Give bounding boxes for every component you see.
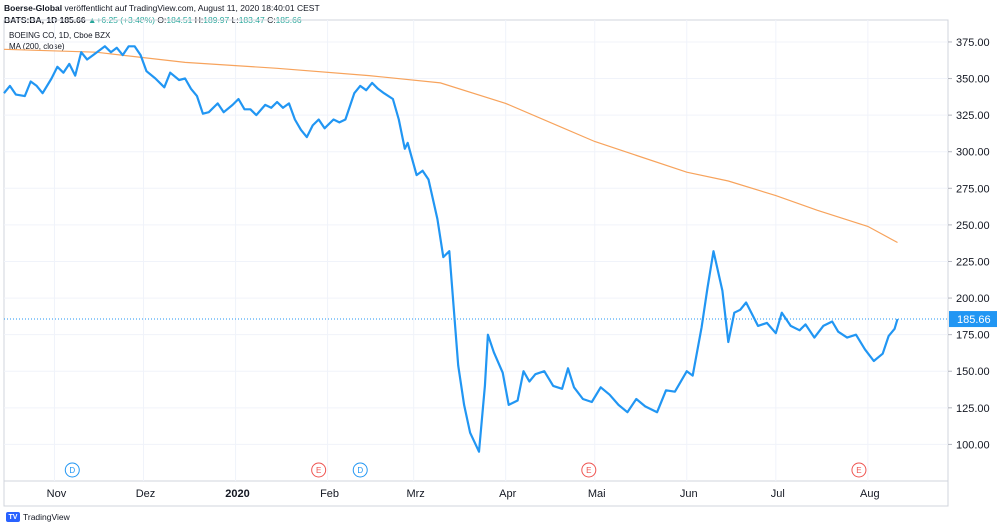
x-tick-label: Feb — [320, 488, 339, 500]
event-marker-label: D — [357, 466, 363, 475]
y-tick-label: 375.00 — [956, 37, 990, 49]
event-marker — [581, 462, 597, 478]
publish-info: veröffentlicht auf TradingView.com, Augu… — [64, 3, 320, 13]
publish-line: Boerse-Global veröffentlicht auf Trading… — [4, 2, 320, 14]
last-price-tag-label: 185.66 — [957, 314, 991, 326]
y-tick-label: 175.00 — [956, 330, 990, 342]
event-marker — [352, 462, 368, 478]
footer: TV TradingView — [6, 512, 70, 522]
x-tick-label: Dez — [136, 488, 156, 500]
event-marker-label: E — [586, 466, 591, 475]
event-marker — [851, 462, 867, 478]
y-tick-label: 300.00 — [956, 147, 990, 159]
x-tick-label: Mrz — [406, 488, 424, 500]
plot-border — [3, 19, 949, 507]
publisher-name: Boerse-Global — [4, 3, 63, 13]
legend-ma: MA (200, close) — [9, 42, 65, 51]
event-marker-label: E — [856, 466, 861, 475]
y-tick-label: 200.00 — [956, 293, 990, 305]
event-marker-label: D — [69, 466, 75, 475]
x-tick-label: Aug — [860, 488, 880, 500]
y-tick-label: 350.00 — [956, 74, 990, 86]
event-marker — [311, 462, 327, 478]
series-lines — [3, 45, 948, 453]
x-tick-label: 2020 — [225, 488, 249, 500]
y-tick-label: 275.00 — [956, 183, 990, 195]
brand-label: TradingView — [23, 512, 70, 522]
y-tick-label: 100.00 — [956, 439, 990, 451]
y-tick-label: 150.00 — [956, 366, 990, 378]
y-tick-label: 250.00 — [956, 220, 990, 232]
x-tick-label: Jul — [771, 488, 785, 500]
x-tick-label: Mai — [588, 488, 606, 500]
tradingview-logo-icon: TV — [6, 512, 20, 522]
y-tick-label: 225.00 — [956, 256, 990, 268]
x-tick-label: Nov — [47, 488, 67, 500]
price-axis[interactable]: 100.00 125.00 150.00 175.00 200.00 225.00 250.… — [948, 37, 990, 451]
ma-200-line — [3, 48, 898, 244]
last-price-tag — [949, 311, 997, 328]
price-line — [3, 45, 899, 453]
legend-symbol: BOEING CO, 1D, Cboe BZX — [9, 31, 111, 40]
event-marker-label: E — [316, 466, 321, 475]
x-tick-label: Jun — [680, 488, 698, 500]
y-tick-label: 125.00 — [956, 403, 990, 415]
time-axis[interactable]: Nov Dez 2020 Feb Mrz Apr Mai Jun Jul Aug — [47, 488, 880, 500]
x-tick-label: Apr — [499, 488, 516, 500]
y-tick-label: 325.00 — [956, 110, 990, 122]
grid — [4, 20, 948, 481]
last-price-marker: 185.66 — [949, 311, 997, 328]
event-marker — [64, 462, 80, 478]
